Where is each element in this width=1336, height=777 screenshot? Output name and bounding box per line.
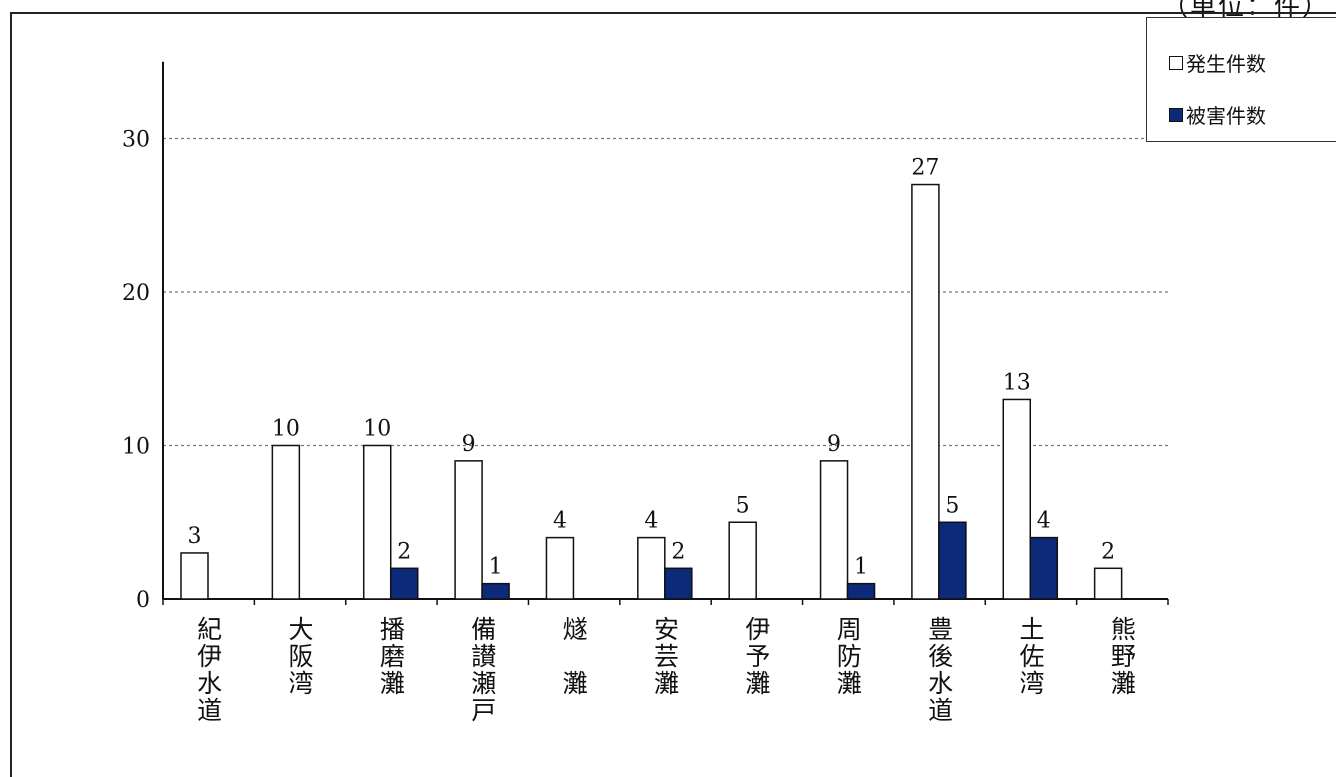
y-tick-label: 30 — [122, 128, 150, 153]
data-label-occurrences: 10 — [363, 417, 391, 442]
data-label-occurrences: 2 — [1101, 539, 1115, 564]
legend-swatch-occurrences — [1169, 55, 1183, 70]
y-tick-label: 20 — [122, 281, 150, 306]
category-label: 播磨灘 — [376, 616, 406, 697]
legend: 発生件数 被害件数 — [1146, 17, 1336, 142]
data-label-damage: 5 — [945, 493, 959, 518]
bar-damage — [1029, 536, 1059, 600]
category-label: 土佐湾 — [1015, 616, 1045, 697]
bar-damage — [846, 582, 876, 600]
category-label: 熊野灘 — [1107, 616, 1137, 697]
unit-label: （単位：件） — [1161, 0, 1330, 22]
category-label: 紀伊水道 — [193, 616, 223, 724]
bar-damage — [664, 567, 693, 600]
y-tick-label: 0 — [136, 588, 150, 613]
category-label: 豊後水道 — [924, 616, 954, 724]
y-tick-label: 10 — [122, 435, 150, 460]
category-label: 燧 灘 — [559, 616, 589, 697]
legend-item-occurrences: 発生件数 — [1169, 48, 1266, 77]
legend-label-damage: 被害件数 — [1186, 104, 1266, 128]
chart-frame — [10, 12, 1336, 777]
category-label: 大阪湾 — [285, 616, 315, 697]
bar-occurrences — [728, 521, 757, 600]
bar-occurrences — [545, 536, 575, 600]
bar-damage — [389, 567, 419, 600]
data-label-occurrences: 5 — [736, 493, 750, 518]
bar-occurrences — [180, 552, 209, 600]
bar-occurrences — [271, 444, 301, 600]
bar-occurrences — [1002, 398, 1032, 600]
category-label: 周防灘 — [833, 616, 863, 697]
data-label-occurrences: 9 — [827, 432, 841, 457]
legend-swatch-damage — [1169, 107, 1183, 122]
data-label-occurrences: 3 — [188, 524, 202, 549]
bar-occurrences — [1093, 567, 1123, 600]
data-label-damage: 1 — [489, 555, 503, 580]
data-label-occurrences: 4 — [553, 509, 567, 534]
bar-damage — [938, 521, 967, 600]
bar-occurrences — [819, 460, 849, 600]
bar-damage — [481, 582, 510, 600]
data-label-damage: 4 — [1037, 509, 1051, 534]
legend-label-occurrences: 発生件数 — [1186, 52, 1266, 76]
data-label-damage: 1 — [854, 555, 868, 580]
bar-occurrences — [454, 460, 483, 600]
data-label-occurrences: 13 — [1003, 370, 1031, 395]
data-label-occurrences: 27 — [911, 156, 939, 181]
legend-item-damage: 被害件数 — [1169, 100, 1266, 129]
bar-occurrences — [362, 444, 392, 600]
data-label-damage: 2 — [671, 539, 685, 564]
data-label-damage: 2 — [397, 539, 411, 564]
data-label-occurrences: 10 — [272, 417, 300, 442]
category-label: 備讃瀬戸 — [467, 616, 497, 724]
bar-occurrences — [637, 536, 666, 600]
data-label-occurrences: 9 — [462, 432, 476, 457]
category-label: 安芸灘 — [650, 616, 680, 697]
bar-occurrences — [911, 183, 940, 600]
data-label-occurrences: 4 — [644, 509, 658, 534]
category-label: 伊予灘 — [741, 616, 771, 697]
